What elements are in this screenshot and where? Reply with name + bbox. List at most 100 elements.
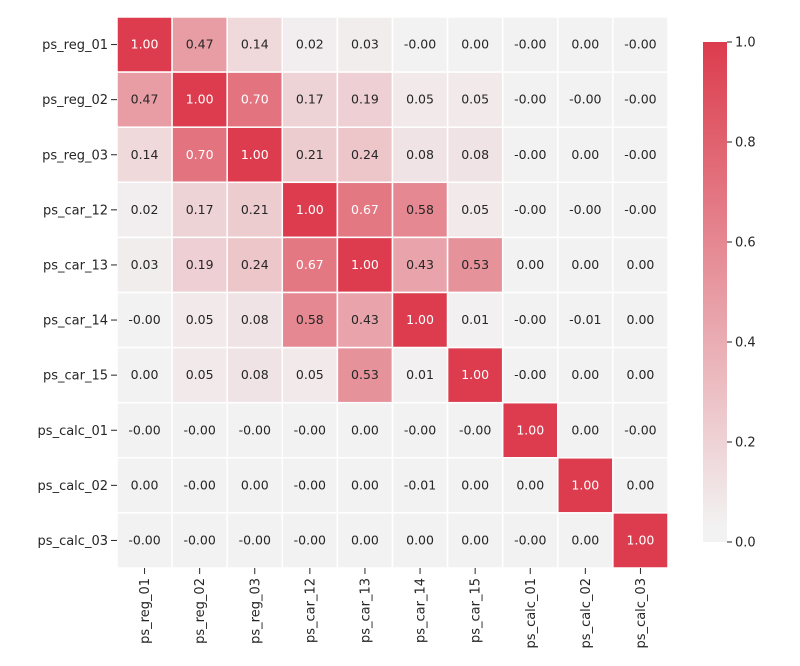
heatmap-cell-label: 0.00 bbox=[571, 257, 599, 272]
heatmap-cell-label: 0.67 bbox=[351, 202, 379, 217]
heatmap-cell-label: 0.00 bbox=[241, 477, 269, 492]
heatmap-cell-label: 1.00 bbox=[351, 257, 379, 272]
heatmap-cell-label: 0.47 bbox=[186, 37, 214, 52]
heatmap-cell-label: 0.17 bbox=[186, 202, 214, 217]
heatmap-cell-label: -0.00 bbox=[183, 532, 215, 547]
heatmap-cell bbox=[116, 126, 173, 184]
heatmap-cell-label: 0.05 bbox=[461, 92, 489, 107]
heatmap-cell bbox=[557, 512, 614, 569]
colorbar-tick-label: 1.0 bbox=[735, 36, 756, 51]
heatmap-cell-label: -0.00 bbox=[624, 422, 656, 437]
heatmap-cell-label: -0.00 bbox=[294, 422, 326, 437]
heatmap-cell bbox=[612, 71, 669, 128]
colorbar-tick-label: 0.4 bbox=[735, 336, 756, 351]
heatmap-cell-label: -0.00 bbox=[624, 147, 656, 162]
heatmap-cell-label: 0.05 bbox=[186, 367, 214, 382]
heatmap-cell bbox=[501, 401, 559, 459]
heatmap-cell-label: 1.00 bbox=[131, 37, 159, 52]
heatmap-cell-label: -0.00 bbox=[514, 312, 546, 327]
y-tick-label: ps_calc_01 bbox=[38, 424, 108, 439]
y-tick-label: ps_reg_03 bbox=[42, 148, 108, 163]
y-tick-label: ps_car_14 bbox=[43, 314, 108, 329]
heatmap-cell-label: 0.43 bbox=[351, 312, 379, 327]
heatmap-cell-label: -0.00 bbox=[569, 202, 601, 217]
heatmap-cell bbox=[391, 291, 449, 349]
x-tick-label: ps_reg_01 bbox=[138, 578, 153, 644]
x-tick-label: ps_calc_01 bbox=[524, 578, 539, 648]
heatmap-cell-label: 0.00 bbox=[131, 477, 159, 492]
heatmap-cell bbox=[446, 126, 504, 184]
heatmap-cell bbox=[446, 346, 504, 404]
heatmap-cell-label: -0.00 bbox=[514, 367, 546, 382]
heatmap-cell-label: -0.00 bbox=[128, 422, 160, 437]
heatmap-cell bbox=[281, 71, 339, 128]
heatmap-cell bbox=[391, 346, 449, 404]
heatmap-cell bbox=[501, 512, 559, 569]
heatmap-cell bbox=[171, 457, 228, 514]
heatmap-cell bbox=[116, 181, 173, 239]
heatmap-cell bbox=[501, 71, 559, 128]
heatmap-cell-label: 1.00 bbox=[571, 477, 599, 492]
heatmap-cell-label: 0.01 bbox=[406, 367, 434, 382]
heatmap-cell-label: 1.00 bbox=[406, 312, 434, 327]
heatmap-cell-label: 0.21 bbox=[296, 147, 324, 162]
heatmap-cell-label: 0.24 bbox=[241, 257, 269, 272]
heatmap-cell bbox=[336, 512, 394, 569]
heatmap-cell-label: -0.00 bbox=[514, 147, 546, 162]
heatmap-cell-label: 0.05 bbox=[406, 92, 434, 107]
y-tick-label: ps_car_12 bbox=[43, 203, 108, 218]
heatmap-cell-label: 1.00 bbox=[186, 92, 214, 107]
heatmap-cell-label: 0.14 bbox=[241, 37, 269, 52]
colorbar-tick-label: 0.6 bbox=[735, 236, 756, 251]
heatmap-cell-label: 0.47 bbox=[131, 92, 159, 107]
heatmap-cell-label: -0.00 bbox=[459, 422, 491, 437]
heatmap-cell-label: -0.00 bbox=[128, 532, 160, 547]
heatmap-cell bbox=[281, 346, 339, 404]
heatmap-cell bbox=[557, 401, 614, 459]
heatmap-cell bbox=[612, 346, 669, 404]
heatmap-cell-label: -0.00 bbox=[624, 92, 656, 107]
heatmap-cell bbox=[226, 126, 284, 184]
heatmap-cell-label: 0.00 bbox=[571, 147, 599, 162]
heatmap-cell bbox=[281, 457, 339, 514]
heatmap-cell bbox=[612, 16, 669, 73]
heatmap-cell-label: 0.00 bbox=[571, 422, 599, 437]
heatmap-cell bbox=[557, 457, 614, 514]
heatmap-cell-label: 0.24 bbox=[351, 147, 379, 162]
heatmap-cell-label: -0.00 bbox=[294, 477, 326, 492]
y-tick-label: ps_car_13 bbox=[43, 258, 108, 273]
colorbar bbox=[703, 42, 727, 542]
heatmap-cell-label: -0.00 bbox=[294, 532, 326, 547]
heatmap-cell-label: 0.00 bbox=[571, 367, 599, 382]
heatmap-cell bbox=[171, 16, 228, 73]
heatmap-cell-label: 0.14 bbox=[131, 147, 159, 162]
heatmap-cell bbox=[281, 291, 339, 349]
heatmap-cell bbox=[171, 126, 228, 184]
heatmap-cell bbox=[557, 71, 614, 128]
x-tick-label: ps_calc_03 bbox=[634, 578, 649, 648]
heatmap-cell-label: 0.19 bbox=[186, 257, 214, 272]
x-tick-label: ps_car_15 bbox=[469, 578, 484, 643]
heatmap-cell bbox=[501, 16, 559, 73]
y-tick-label: ps_reg_02 bbox=[42, 93, 108, 108]
heatmap-cell-label: 0.03 bbox=[351, 37, 379, 52]
heatmap-cell-label: 0.00 bbox=[406, 532, 434, 547]
y-axis: ps_reg_01 ps_reg_02 ps_reg_03 ps_car_12 ps_c… bbox=[38, 38, 117, 549]
heatmap-cell-label: 0.00 bbox=[627, 367, 655, 382]
heatmap-cell-label: 0.08 bbox=[241, 312, 269, 327]
x-tick-label: ps_reg_02 bbox=[193, 578, 208, 644]
heatmap-cell bbox=[446, 236, 504, 294]
y-tick-label: ps_reg_01 bbox=[42, 38, 108, 53]
heatmap-cell bbox=[557, 346, 614, 404]
x-axis: ps_reg_01 ps_reg_02 ps_reg_03 ps_car_12 ps_c… bbox=[138, 568, 649, 648]
heatmap-cell bbox=[446, 71, 504, 128]
heatmap-cell-label: 0.00 bbox=[571, 37, 599, 52]
heatmap-cell bbox=[336, 457, 394, 514]
heatmap-cell bbox=[226, 291, 284, 349]
colorbar-gradient bbox=[703, 42, 727, 542]
heatmap-cell bbox=[226, 401, 284, 459]
heatmap-cell-label: 0.02 bbox=[296, 37, 324, 52]
heatmap-cell bbox=[501, 457, 559, 514]
heatmap-cell-label: 1.00 bbox=[627, 532, 655, 547]
heatmap-cell bbox=[336, 291, 394, 349]
